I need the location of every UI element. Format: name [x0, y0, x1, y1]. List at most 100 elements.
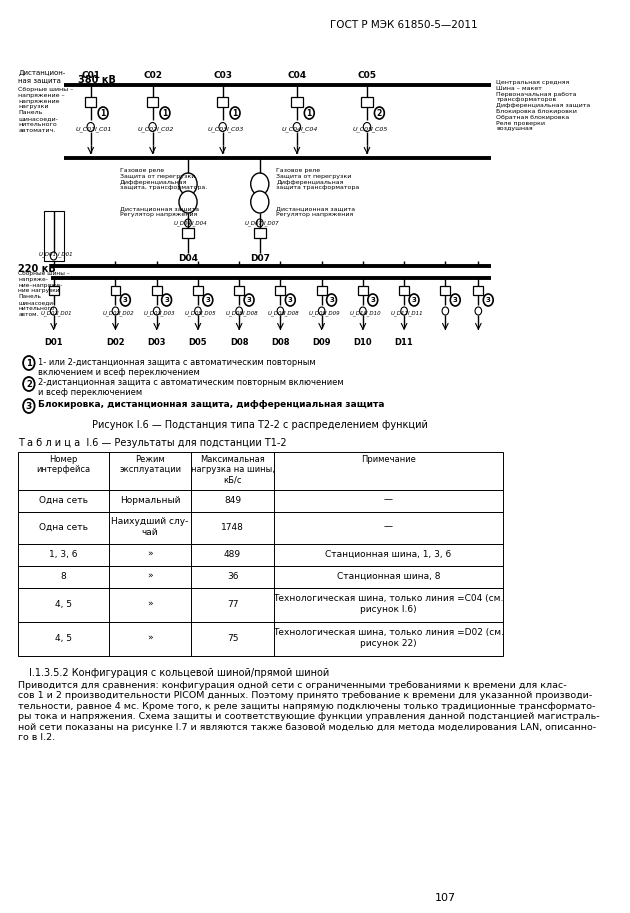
Text: U_C05: U_C05	[352, 126, 372, 131]
Text: U_D09: U_D09	[309, 310, 326, 316]
Text: 1, 3, 6: 1, 3, 6	[49, 550, 77, 559]
Circle shape	[179, 173, 197, 195]
Circle shape	[185, 219, 192, 227]
Bar	[85, 97, 96, 107]
Circle shape	[179, 191, 197, 213]
Text: 2-дистанционная защита с автоматическим повторным включением
и всеф переключение: 2-дистанционная защита с автоматическим …	[38, 378, 343, 397]
Text: 2: 2	[377, 109, 382, 118]
Bar	[147, 97, 158, 107]
Text: D05: D05	[188, 338, 207, 347]
Text: C03: C03	[213, 71, 232, 80]
Bar	[18, 588, 503, 622]
Text: 3: 3	[26, 402, 32, 411]
Text: I_C05: I_C05	[371, 126, 389, 131]
Text: Одна сеть: Одна сеть	[39, 496, 88, 505]
Bar	[217, 97, 229, 107]
Text: 489: 489	[224, 550, 241, 559]
Circle shape	[87, 122, 94, 131]
Bar	[18, 512, 503, 544]
Text: U_D08: U_D08	[226, 310, 244, 316]
Text: Примечание: Примечание	[361, 455, 416, 464]
Text: D10: D10	[353, 338, 372, 347]
Circle shape	[285, 294, 295, 306]
Text: D03: D03	[147, 338, 166, 347]
Circle shape	[318, 307, 325, 315]
Bar	[254, 228, 266, 238]
Circle shape	[401, 307, 408, 315]
Bar	[399, 286, 409, 295]
Text: 4, 5: 4, 5	[55, 600, 72, 608]
Circle shape	[293, 122, 301, 131]
Text: 220 кВ: 220 кВ	[18, 264, 56, 274]
Bar	[110, 286, 120, 295]
Text: D07: D07	[249, 254, 270, 263]
Bar	[182, 228, 194, 238]
Bar	[291, 97, 302, 107]
Text: ГОСТ Р МЭК 61850-5—2011: ГОСТ Р МЭК 61850-5—2011	[330, 20, 478, 30]
Text: U_D07: U_D07	[245, 220, 263, 226]
Text: 107: 107	[435, 893, 456, 903]
Text: U_D08: U_D08	[267, 310, 285, 316]
Circle shape	[120, 294, 130, 306]
Bar	[440, 286, 450, 295]
Text: I.1.3.5.2 Конфигурация с кольцевой шиной/прямой шиной: I.1.3.5.2 Конфигурация с кольцевой шиной…	[29, 668, 329, 678]
Text: 8: 8	[60, 572, 66, 581]
Circle shape	[236, 307, 243, 315]
Circle shape	[277, 307, 284, 315]
Circle shape	[326, 294, 336, 306]
Circle shape	[409, 294, 419, 306]
Circle shape	[112, 307, 119, 315]
Text: Центральная средняя
Шина – макет
Первоначальная работа
трансформаторов
Дифференц: Центральная средняя Шина – макет Первона…	[496, 80, 591, 131]
Text: I_D03: I_D03	[160, 310, 176, 316]
Bar	[317, 286, 326, 295]
Text: 2: 2	[26, 380, 32, 389]
Circle shape	[98, 107, 108, 119]
Text: Номер
интерфейса: Номер интерфейса	[37, 455, 91, 475]
Text: Наихудший слу-
чай: Наихудший слу- чай	[112, 518, 189, 537]
Text: U_D01: U_D01	[40, 310, 59, 316]
Circle shape	[256, 219, 263, 227]
Bar	[18, 452, 503, 490]
Bar	[18, 490, 503, 512]
Text: D08: D08	[271, 338, 290, 347]
Text: I_D02: I_D02	[119, 310, 134, 316]
Text: 3: 3	[329, 297, 334, 303]
Circle shape	[149, 122, 156, 131]
Text: Дистанцион-
ная защита: Дистанцион- ная защита	[18, 70, 66, 83]
Text: Технологическая шина, только линия =D02 (см.
рисунок 22): Технологическая шина, только линия =D02 …	[273, 628, 504, 647]
Text: 3: 3	[123, 297, 128, 303]
Bar	[473, 286, 483, 295]
Text: Станционная шина, 1, 3, 6: Станционная шина, 1, 3, 6	[325, 550, 452, 559]
Text: 1- или 2-дистанционная защита с автоматическим повторным
включением и всеф перек: 1- или 2-дистанционная защита с автомати…	[38, 358, 316, 377]
Text: Максимальная
нагрузка на шины,
кБ/с: Максимальная нагрузка на шины, кБ/с	[191, 455, 275, 485]
Bar	[358, 286, 368, 295]
Text: —: —	[384, 496, 393, 505]
Text: 1: 1	[232, 109, 238, 118]
Text: Нормальный: Нормальный	[120, 496, 180, 505]
Circle shape	[374, 107, 384, 119]
Circle shape	[360, 307, 366, 315]
Bar	[49, 286, 59, 295]
Text: U_C01: U_C01	[76, 126, 96, 131]
Circle shape	[50, 252, 57, 260]
Text: »: »	[147, 634, 153, 643]
Text: —: —	[384, 522, 393, 531]
Circle shape	[203, 294, 213, 306]
Text: 4, 5: 4, 5	[55, 634, 72, 643]
Circle shape	[153, 307, 160, 315]
Text: I_C02: I_C02	[157, 126, 174, 131]
Text: 3: 3	[411, 297, 416, 303]
Text: Сборные шины –
напряже-
ние–напряже-
ние нагрузки
Панель
шинасоеди-
нительного
а: Сборные шины – напряже- ние–напряже- ние…	[18, 271, 70, 317]
Text: U_C02: U_C02	[138, 126, 158, 131]
Circle shape	[251, 173, 269, 195]
Circle shape	[160, 107, 170, 119]
Bar	[361, 97, 373, 107]
Circle shape	[483, 294, 493, 306]
Text: 1: 1	[100, 109, 106, 118]
Circle shape	[230, 107, 240, 119]
Text: U_D01: U_D01	[39, 251, 57, 257]
Text: Одна сеть: Одна сеть	[39, 522, 88, 531]
Text: D01: D01	[44, 338, 63, 347]
Circle shape	[219, 122, 226, 131]
Text: Режим
эксплуатации: Режим эксплуатации	[119, 455, 181, 475]
